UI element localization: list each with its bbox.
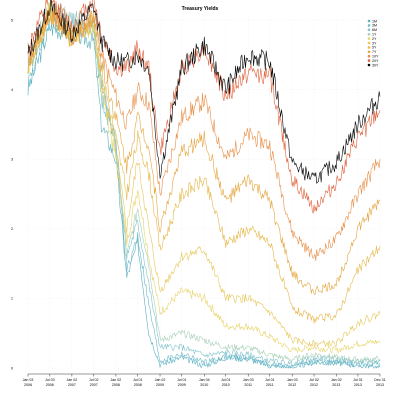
series-line-30y — [27, 0, 381, 184]
x-tick-label-bottom: 2011 — [244, 383, 252, 387]
x-tick-label-top: Jan 02 — [66, 378, 77, 382]
x-tick-label-top: Jan 02 — [155, 378, 166, 382]
x-tick-label-top: Jan 03 — [287, 378, 298, 382]
legend-label: 5Y — [372, 46, 377, 50]
legend-label: 10Y — [372, 55, 379, 59]
grid-layer — [27, 19, 381, 369]
y-tick-label: 2 — [11, 227, 13, 231]
x-tick-label-bottom: 2013 — [376, 383, 384, 387]
legend-marker — [367, 46, 371, 49]
x-tick-label-bottom: 2006 — [24, 383, 32, 387]
y-tick-label: 1 — [11, 297, 13, 301]
legend-label: 2Y — [372, 37, 377, 41]
legend-marker — [367, 19, 371, 23]
x-tick-label-top: Jul 01 — [133, 378, 143, 382]
legend-marker — [367, 50, 371, 54]
x-tick-label-bottom: 2008 — [112, 383, 120, 387]
x-tick-label-bottom: 2009 — [178, 383, 186, 387]
x-tick-label-bottom: 2012 — [310, 383, 318, 387]
x-tick-label-bottom: 2011 — [266, 383, 274, 387]
legend-label: 3M — [372, 24, 377, 28]
legend-label: 1M — [372, 19, 377, 23]
series-line-1m — [27, 22, 381, 369]
x-tick-label-bottom: 2013 — [354, 383, 362, 387]
series-line-7y — [27, 8, 381, 295]
x-tick-label-top: Jul 02 — [309, 378, 319, 382]
y-tick-label: 3 — [11, 158, 13, 162]
x-tick-label-top: Dec 31 — [374, 378, 385, 382]
legend-label: 30Y — [372, 63, 379, 67]
x-tick-label-top: Jan 02 — [331, 378, 342, 382]
x-tick-label-top: Jan 03 — [23, 378, 34, 382]
y-tick-label: 4 — [11, 88, 13, 92]
x-tick-label-top: Jan 02 — [111, 378, 122, 382]
series-line-6m — [27, 4, 381, 367]
x-tick-label-bottom: 2008 — [134, 383, 142, 387]
x-tick-label-top: Jul 02 — [89, 378, 99, 382]
series-line-10y — [27, 8, 381, 262]
x-tick-label-bottom: 2010 — [222, 383, 230, 387]
legend-label: 20Y — [372, 59, 379, 63]
legend-label: 7Y — [372, 50, 377, 54]
x-tick-label-bottom: 2007 — [90, 383, 98, 387]
legend-label: 3Y — [372, 41, 377, 45]
y-tick-label: 5 — [11, 18, 13, 22]
legend-marker — [367, 59, 371, 62]
chart-title: Treasury Yields — [182, 6, 219, 12]
x-tick-label-bottom: 2012 — [288, 383, 296, 387]
x-tick-label-bottom: 2009 — [156, 383, 164, 387]
x-tick-label-bottom: 2010 — [200, 383, 208, 387]
y-tick-label: 0 — [11, 366, 13, 370]
x-tick-label-bottom: 2013 — [332, 383, 340, 387]
x-tick-label-top: Jan 04 — [199, 378, 210, 382]
legend-marker — [367, 24, 371, 27]
legend-marker — [367, 63, 371, 67]
x-tick-label-top: Jan 03 — [243, 378, 254, 382]
legend-label: 6M — [372, 28, 377, 32]
x-tick-label-bottom: 2006 — [46, 383, 54, 387]
series-layer — [27, 0, 381, 369]
x-tick-label-top: Jul 01 — [265, 378, 275, 382]
x-tick-label-top: Jul 01 — [177, 378, 187, 382]
series-line-5y — [27, 3, 381, 324]
legend-marker — [367, 37, 371, 40]
legend-marker — [367, 41, 371, 45]
x-tick-label-top: Jul 03 — [45, 378, 55, 382]
legend-marker — [367, 32, 371, 36]
legend-marker — [367, 28, 371, 32]
x-tick-label-top: Jul 01 — [221, 378, 231, 382]
x-tick-label-top: Jul 01 — [353, 378, 363, 382]
legend-label: 1Y — [372, 33, 377, 37]
x-tick-label-bottom: 2007 — [68, 383, 76, 387]
legend-marker — [367, 54, 371, 58]
